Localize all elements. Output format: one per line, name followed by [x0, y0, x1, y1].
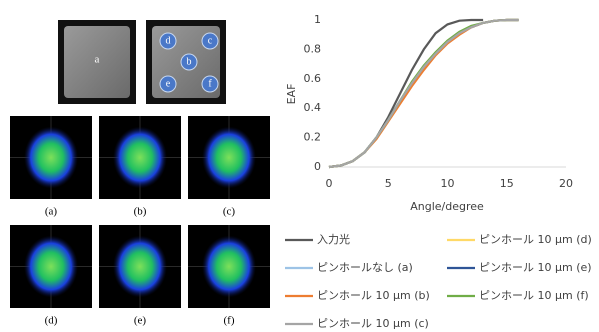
legend-label: ピンホール 10 μm (e): [479, 261, 592, 274]
legend-label: ピンホール 10 μm (b): [317, 289, 430, 302]
hole-label: e: [166, 78, 171, 89]
figure: a dcbef (a)(b)(c)(d)(e)(f) EAF Angle/deg…: [0, 0, 599, 332]
y-tick-label: 0.2: [304, 131, 322, 144]
sample-images: a: [58, 20, 226, 104]
x-axis-label: Angle/degree: [410, 200, 484, 213]
spot: [113, 127, 167, 189]
series-line: [329, 20, 519, 167]
panel-label: (d): [45, 315, 58, 327]
panel-label: (f): [224, 315, 235, 327]
spot: [24, 236, 78, 298]
legend-label: 入力光: [317, 232, 350, 246]
sample-label: a: [95, 54, 100, 66]
series-line: [329, 20, 519, 167]
legend: 入力光 ピンホール 10 μm (d) ピンホールなし (a) ピンホール 10 μm…: [285, 232, 592, 330]
series-line: [329, 20, 519, 167]
series-line: [329, 20, 519, 167]
panel-label: (a): [45, 206, 58, 218]
series-line: [329, 20, 519, 167]
legend-label: ピンホール 10 μm (f): [479, 289, 589, 302]
legend-label: ピンホール 10 μm (c): [317, 317, 429, 330]
y-tick-label: 0.4: [304, 101, 322, 114]
spot-panels: (a) (b) (c) (d) (e) (f): [10, 116, 270, 327]
legend-label: ピンホールなし (a): [317, 261, 413, 274]
spot: [202, 236, 256, 298]
y-tick-label: 0: [314, 160, 321, 173]
x-tick-label: 0: [326, 177, 333, 190]
hole-label: d: [166, 35, 171, 46]
x-tick-label: 15: [500, 177, 514, 190]
spot: [202, 127, 256, 189]
legend-label: ピンホール 10 μm (d): [479, 233, 592, 246]
panel-label: (c): [223, 206, 236, 218]
panel-label: (b): [134, 206, 147, 218]
y-axis-label: EAF: [285, 84, 298, 105]
series-line: [329, 20, 519, 167]
x-tick-label: 20: [559, 177, 573, 190]
spot: [24, 127, 78, 189]
hole-label: c: [208, 35, 213, 46]
y-tick-label: 0.8: [304, 42, 322, 55]
y-tick-label: 0.6: [304, 72, 322, 85]
y-tick-label: 1: [314, 13, 321, 26]
hole-label: b: [187, 56, 192, 67]
panel-label: (e): [134, 315, 147, 327]
x-tick-label: 5: [385, 177, 392, 190]
page: a dcbef (a)(b)(c)(d)(e)(f) EAF Angle/deg…: [0, 0, 599, 332]
spot: [113, 236, 167, 298]
x-tick-label: 10: [441, 177, 455, 190]
